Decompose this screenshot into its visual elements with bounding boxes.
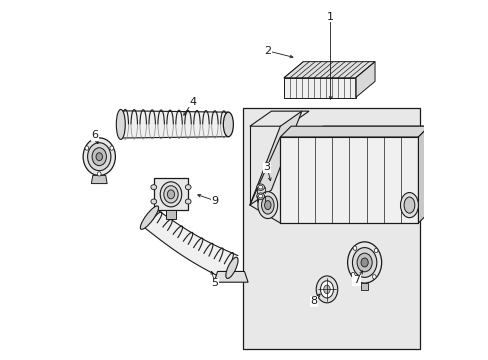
- Polygon shape: [312, 126, 428, 137]
- Ellipse shape: [223, 112, 233, 137]
- Ellipse shape: [256, 193, 264, 199]
- Text: 3: 3: [263, 162, 270, 172]
- Ellipse shape: [83, 138, 115, 176]
- Ellipse shape: [264, 201, 270, 210]
- Ellipse shape: [87, 143, 111, 171]
- Polygon shape: [249, 111, 308, 126]
- Text: 4: 4: [188, 97, 196, 107]
- Polygon shape: [360, 283, 367, 291]
- Text: 9: 9: [211, 196, 218, 206]
- Ellipse shape: [151, 185, 156, 190]
- Ellipse shape: [350, 272, 354, 276]
- Ellipse shape: [97, 172, 101, 176]
- Ellipse shape: [352, 248, 376, 277]
- Polygon shape: [284, 78, 355, 98]
- Ellipse shape: [347, 242, 381, 283]
- Polygon shape: [284, 62, 374, 78]
- Ellipse shape: [356, 253, 371, 272]
- Polygon shape: [280, 126, 428, 137]
- Polygon shape: [355, 62, 374, 98]
- Ellipse shape: [160, 182, 182, 207]
- Ellipse shape: [96, 153, 102, 161]
- Ellipse shape: [258, 194, 262, 198]
- Ellipse shape: [258, 185, 262, 189]
- Ellipse shape: [403, 197, 414, 213]
- Ellipse shape: [167, 190, 174, 199]
- Ellipse shape: [320, 281, 333, 298]
- Ellipse shape: [151, 199, 156, 204]
- Polygon shape: [91, 175, 107, 184]
- Text: 2: 2: [264, 46, 271, 56]
- Ellipse shape: [185, 185, 191, 190]
- Ellipse shape: [374, 248, 377, 253]
- Ellipse shape: [323, 285, 329, 294]
- Ellipse shape: [258, 192, 277, 219]
- Polygon shape: [121, 111, 228, 138]
- Ellipse shape: [85, 146, 88, 150]
- Ellipse shape: [400, 193, 418, 218]
- Ellipse shape: [92, 148, 106, 166]
- Text: 8: 8: [309, 296, 317, 306]
- Ellipse shape: [261, 196, 274, 214]
- Ellipse shape: [116, 109, 125, 139]
- Text: 6: 6: [91, 130, 98, 140]
- Ellipse shape: [225, 257, 238, 279]
- Polygon shape: [214, 271, 247, 282]
- Ellipse shape: [140, 206, 158, 229]
- Ellipse shape: [185, 199, 191, 204]
- Ellipse shape: [163, 186, 178, 203]
- Polygon shape: [165, 211, 176, 219]
- Text: 1: 1: [326, 12, 333, 22]
- Bar: [242, 108, 419, 348]
- Polygon shape: [418, 126, 428, 223]
- Ellipse shape: [352, 246, 356, 250]
- Polygon shape: [153, 178, 188, 211]
- Ellipse shape: [360, 258, 367, 267]
- Text: 5: 5: [211, 278, 218, 288]
- Ellipse shape: [256, 184, 264, 190]
- Polygon shape: [249, 111, 301, 205]
- Polygon shape: [280, 137, 418, 223]
- Ellipse shape: [372, 275, 375, 279]
- Ellipse shape: [316, 276, 337, 303]
- Polygon shape: [142, 209, 237, 280]
- Ellipse shape: [110, 146, 113, 150]
- Text: 7: 7: [352, 275, 359, 285]
